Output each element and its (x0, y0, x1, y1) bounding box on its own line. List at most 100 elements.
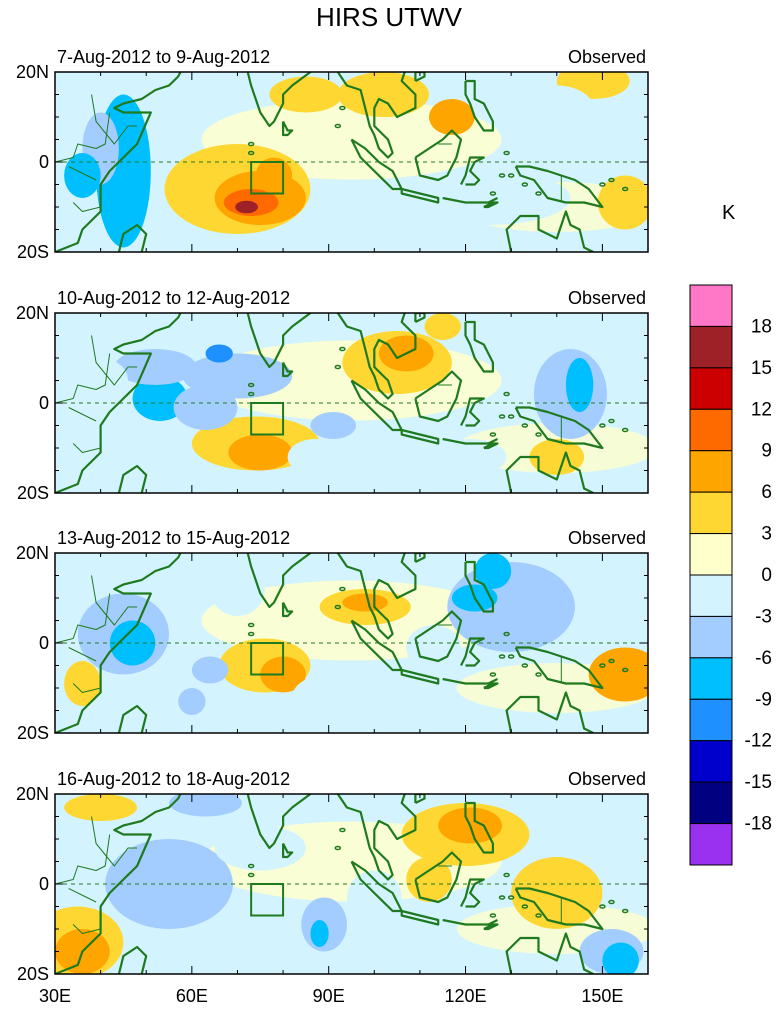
coastline (505, 210, 594, 252)
island (521, 663, 529, 668)
country-border (337, 794, 339, 795)
anomaly-patch (511, 857, 603, 929)
figure-title: HIRS UTWV (316, 2, 462, 32)
anomaly-patch (235, 200, 258, 214)
country-border (68, 647, 97, 662)
colorbar-swatch (689, 740, 733, 783)
country-border (256, 749, 320, 767)
country-border (337, 72, 339, 73)
island (334, 364, 342, 370)
anomaly-patch (429, 99, 475, 135)
coastline (400, 909, 440, 926)
island (621, 908, 629, 914)
anomaly-patch (424, 313, 461, 340)
lon-label: 90E (313, 986, 345, 1006)
anomaly-patch (547, 794, 639, 844)
coastline (414, 370, 463, 423)
coastline (464, 79, 494, 132)
coastline (505, 451, 594, 493)
colorbar-swatch (689, 615, 733, 659)
island (503, 150, 510, 156)
panel-observed-label: Observed (568, 288, 646, 308)
coastline (117, 464, 148, 493)
coastline (505, 691, 594, 733)
colorbar-swatch (689, 823, 733, 866)
island (489, 672, 497, 677)
colorbar-tick-label: -6 (755, 648, 772, 669)
panel-period-label: 10-Aug-2012 to 12-Aug-2012 (57, 288, 290, 308)
coastline (464, 801, 494, 854)
colorbar-tick-label: -9 (755, 689, 772, 710)
panel-observed-label: Observed (568, 47, 646, 67)
island (507, 895, 515, 900)
coastline (336, 553, 417, 640)
island (599, 182, 606, 187)
colorbar-unit-label: K (722, 202, 736, 224)
country-border (55, 112, 111, 163)
country-border (91, 816, 138, 867)
anomaly-patch (310, 920, 329, 947)
island (247, 141, 255, 147)
coastline (414, 610, 463, 663)
anomaly-patch (342, 593, 388, 612)
coastline (483, 923, 499, 931)
colorbar-tick-label: 0 (761, 565, 772, 586)
colorbar-swatch (689, 657, 733, 700)
island (334, 604, 342, 610)
coastline (117, 945, 148, 974)
panel-observed-label: Observed (568, 528, 646, 548)
island (621, 427, 629, 433)
coastline (117, 704, 148, 733)
island (507, 414, 515, 419)
country-border (72, 683, 101, 693)
colorbar-swatch (689, 698, 733, 742)
country-border (68, 407, 97, 422)
lat-label: 20S (17, 483, 49, 503)
lon-label: 60E (176, 986, 208, 1006)
coastline (400, 428, 440, 445)
coastline (55, 553, 182, 733)
colorbar-tick-label: 15 (751, 358, 772, 379)
country-border (91, 575, 138, 626)
island (507, 654, 515, 659)
colorbar-swatch (689, 325, 733, 369)
country-border (72, 202, 101, 212)
anomaly-patch (406, 857, 452, 902)
colorbar-tick-label: -18 (745, 814, 772, 835)
coastline (414, 794, 426, 804)
coastline (414, 851, 463, 904)
axis-ticks (54, 71, 649, 253)
anomaly-patch (287, 439, 343, 475)
coastline (336, 313, 417, 400)
region-box (250, 642, 285, 676)
anomaly-patch (132, 376, 188, 421)
coastline (483, 682, 499, 690)
panel-period-label: 13-Aug-2012 to 15-Aug-2012 (57, 528, 290, 548)
island (599, 423, 606, 428)
lat-label: 0 (39, 874, 49, 894)
coastline (442, 677, 498, 685)
coastline (483, 442, 499, 450)
colorbar-tick-label: 3 (761, 524, 772, 545)
colorbar-swatch (689, 781, 733, 825)
anomaly-patch (205, 344, 233, 363)
lat-label: 20S (17, 723, 49, 743)
lat-label: 20N (16, 62, 49, 82)
anomaly-patch (597, 175, 648, 230)
island (608, 418, 615, 424)
anomaly-patch (214, 825, 306, 871)
colorbar-swatch (689, 450, 733, 493)
coastline (414, 553, 426, 563)
country-border (390, 313, 394, 314)
anomaly-patch (447, 562, 576, 652)
country-border (337, 553, 339, 554)
map-panel-1: 20N 0 20S 7-Aug-2012 to 9-Aug-2012 Observed (16, 47, 649, 262)
coastline (55, 794, 182, 974)
island (247, 382, 255, 388)
coastline (246, 794, 312, 850)
lat-label: 20N (16, 303, 49, 323)
colorbar-tick-label: -15 (745, 772, 772, 793)
island (507, 173, 515, 178)
island (608, 177, 615, 183)
